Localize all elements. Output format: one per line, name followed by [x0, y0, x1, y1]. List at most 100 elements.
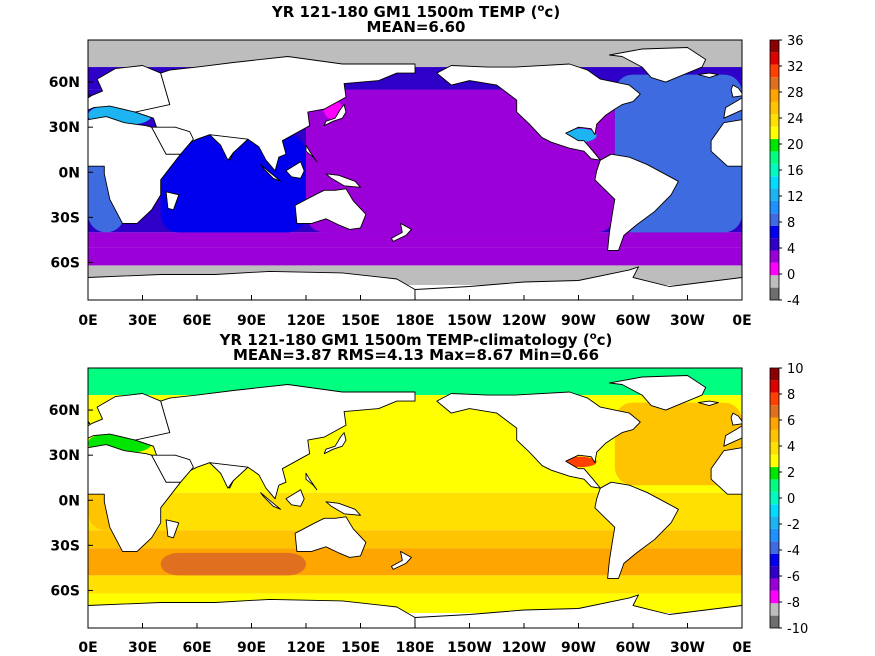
top-land-europe: [723, 97, 742, 119]
bottom-unit-sup: o: [589, 331, 597, 342]
bottom-land-philippines: [305, 472, 318, 491]
top-colorbar-tick-label: 20: [787, 138, 804, 153]
top-land-north-america: [436, 63, 641, 161]
bottom-colorbar-segment: [770, 454, 779, 468]
bottom-colorbar-tick-label: 10: [787, 362, 804, 377]
bottom-land-japan: [323, 432, 347, 455]
top-land-africa: [88, 116, 182, 224]
bottom-colorbar-tick-label: -4: [787, 544, 800, 559]
bottom-colorbar-tick-label: 0: [787, 492, 795, 507]
bottom-colorbar-segment: [770, 479, 779, 492]
top-colorbar-segment: [770, 262, 779, 276]
bottom-colorbar-segment: [770, 405, 779, 418]
top-land-antarctica: [414, 266, 742, 300]
bottom-colorbar-segment: [770, 491, 779, 505]
bottom-y-tick-label: 60N: [49, 403, 80, 419]
bottom-land-borneo: [285, 489, 305, 507]
bottom-subtitle-text: MEAN=3.87 RMS=4.13 Max=8.67 Min=0.66: [232, 346, 600, 364]
top-colorbar-segment: [770, 238, 779, 251]
top-land-new-zealand: [390, 222, 412, 242]
top-land-australia: [294, 188, 367, 230]
top-colorbar-segment: [770, 64, 779, 78]
bottom-colorbar-segment: [770, 380, 779, 393]
top-x-tick-label: 120E: [287, 313, 326, 329]
top-land-philippines: [305, 144, 318, 163]
top-colorbar-segment: [770, 188, 779, 201]
bottom-land-australia: [294, 516, 367, 558]
top-colorbar-tick-label: 12: [787, 190, 804, 205]
bottom-land-africa: [710, 447, 742, 495]
top-x-tick-label: 60E: [182, 313, 211, 329]
top-title-text: YR 121-180 GM1 1500m TEMP: [271, 3, 526, 21]
bottom-x-tick-label: 120E: [287, 640, 326, 656]
bottom-ocean-region-indian-south: [160, 552, 306, 576]
top-land-arabia: [151, 126, 194, 155]
top-y-tick-label: 60S: [50, 255, 80, 271]
top-land-europe: [88, 65, 171, 119]
bottom-colorbar-segment: [770, 504, 779, 517]
top-colorbar-segment: [770, 40, 779, 53]
bottom-colorbar-segment: [770, 368, 779, 381]
bottom-colorbar-tick-label: -10: [787, 622, 808, 637]
top-colorbar-tick-label: 32: [787, 60, 804, 75]
top-x-tick-label: 120W: [502, 313, 547, 329]
bottom-land-antarctica: [414, 594, 742, 628]
bottom-land-europe: [88, 393, 171, 447]
bottom-map-area: [88, 368, 742, 628]
top-colorbar-segment: [770, 287, 779, 300]
bottom-y-tick-label: 30N: [49, 448, 80, 464]
top-colorbar-tick-label: 24: [787, 112, 804, 127]
bottom-land-new-guinea: [325, 501, 361, 516]
top-colorbar-segment: [770, 200, 779, 214]
top-x-tick-label: 0E: [732, 313, 751, 329]
top-colorbar-segment: [770, 225, 779, 239]
top-y-tick-label: 30S: [50, 210, 80, 226]
top-unit-suffix: c: [544, 3, 554, 21]
bottom-colorbar-segment: [770, 516, 779, 529]
top-land-iceland: [697, 72, 719, 79]
top-colorbar-segment: [770, 176, 779, 189]
top-colorbar-segment: [770, 213, 779, 226]
bottom-colorbar-segment: [770, 392, 779, 406]
bottom-colorbar-tick-label: -2: [787, 518, 800, 533]
bottom-colorbar-segment: [770, 615, 779, 628]
top-land-borneo: [285, 161, 305, 179]
bottom-colorbar-tick-label: 2: [787, 466, 795, 481]
top-colorbar-tick-label: 4: [787, 242, 795, 257]
top-colorbar-segment: [770, 151, 779, 164]
top-ocean-band: [88, 232, 742, 248]
bottom-y-tick-label: 60S: [50, 583, 80, 599]
bottom-land-south-america: [594, 481, 679, 579]
top-x-tick-label: 30E: [128, 313, 157, 329]
top-title-unit: (oc): [530, 3, 561, 21]
bottom-title-end: ): [605, 331, 613, 349]
top-x-tick-label: 30W: [670, 313, 705, 329]
bottom-land-europe: [723, 425, 742, 447]
bottom-land-antarctica: [88, 598, 416, 628]
top-colorbar-segment: [770, 52, 779, 65]
top-land-new-guinea: [325, 173, 361, 188]
top-plot-subtitle: MEAN=6.60: [88, 18, 744, 36]
bottom-colorbar-tick-label: -8: [787, 596, 800, 611]
bottom-x-tick-label: 60E: [182, 640, 211, 656]
top-x-tick-label: 150W: [447, 313, 492, 329]
top-land-india: [209, 134, 249, 161]
bottom-land-madagascar: [165, 519, 180, 539]
bottom-colorbar-segment: [770, 578, 779, 591]
bottom-colorbar-segment: [770, 467, 779, 480]
bottom-colorbar-tick-label: 4: [787, 440, 795, 455]
top-colorbar-segment: [770, 126, 779, 140]
bottom-land-arabia: [151, 454, 194, 483]
bottom-land-iceland: [697, 400, 719, 407]
bottom-land-india: [209, 462, 249, 489]
bottom-colorbar-tick-label: 8: [787, 388, 795, 403]
top-colorbar-segment: [770, 89, 779, 102]
bottom-x-tick-label: 90E: [237, 640, 266, 656]
bottom-colorbar-segment: [770, 417, 779, 430]
top-y-tick-label: 30N: [49, 120, 80, 136]
bottom-colorbar-segment: [770, 541, 779, 554]
top-map-area: [88, 40, 742, 300]
top-colorbar-segment: [770, 101, 779, 115]
top-colorbar-tick-label: 28: [787, 86, 804, 101]
